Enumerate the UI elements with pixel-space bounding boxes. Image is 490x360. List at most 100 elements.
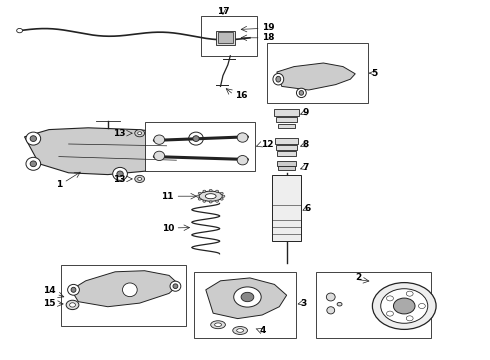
- Ellipse shape: [205, 194, 216, 199]
- Circle shape: [135, 130, 145, 137]
- Ellipse shape: [170, 281, 181, 291]
- Polygon shape: [24, 128, 206, 175]
- Bar: [267, 43, 368, 103]
- Ellipse shape: [26, 132, 41, 145]
- Circle shape: [406, 291, 413, 296]
- Ellipse shape: [215, 323, 221, 327]
- Bar: [274, 109, 299, 116]
- Polygon shape: [71, 271, 179, 307]
- Ellipse shape: [26, 157, 41, 170]
- Text: 3: 3: [300, 299, 306, 307]
- Bar: [201, 16, 257, 56]
- Text: 10: 10: [162, 224, 174, 233]
- Circle shape: [220, 192, 223, 194]
- Bar: [276, 117, 297, 122]
- Bar: [276, 145, 297, 150]
- Circle shape: [418, 303, 425, 309]
- Ellipse shape: [189, 132, 203, 145]
- Circle shape: [138, 177, 142, 180]
- Circle shape: [135, 175, 145, 183]
- Ellipse shape: [113, 167, 127, 180]
- Ellipse shape: [211, 321, 225, 329]
- Polygon shape: [206, 278, 287, 319]
- Ellipse shape: [117, 171, 123, 177]
- Text: 8: 8: [303, 140, 309, 149]
- Ellipse shape: [299, 91, 303, 95]
- Text: 13: 13: [113, 175, 125, 184]
- Text: 1: 1: [56, 180, 62, 189]
- Text: 13: 13: [113, 130, 125, 139]
- Ellipse shape: [68, 284, 79, 295]
- Circle shape: [216, 190, 219, 192]
- Ellipse shape: [154, 135, 165, 144]
- Text: 14: 14: [43, 287, 55, 295]
- Circle shape: [393, 298, 415, 314]
- Text: 2: 2: [355, 274, 361, 282]
- Ellipse shape: [276, 76, 281, 82]
- Circle shape: [70, 303, 75, 307]
- Bar: [61, 265, 186, 326]
- Ellipse shape: [122, 283, 137, 297]
- Circle shape: [216, 200, 219, 202]
- Bar: [278, 124, 295, 128]
- Circle shape: [198, 198, 201, 200]
- Bar: [316, 272, 431, 338]
- Bar: [145, 122, 255, 171]
- Bar: [194, 272, 296, 338]
- Text: 6: 6: [305, 204, 311, 213]
- Ellipse shape: [326, 293, 335, 301]
- Ellipse shape: [327, 307, 335, 314]
- Bar: [278, 166, 295, 170]
- Circle shape: [387, 296, 393, 301]
- Ellipse shape: [199, 191, 222, 201]
- Ellipse shape: [296, 88, 306, 98]
- Bar: [218, 32, 233, 43]
- Circle shape: [66, 300, 79, 310]
- Ellipse shape: [193, 136, 199, 141]
- Circle shape: [203, 190, 206, 192]
- Text: 15: 15: [43, 299, 55, 307]
- Circle shape: [241, 292, 254, 302]
- Circle shape: [234, 287, 261, 307]
- Circle shape: [220, 198, 223, 200]
- Circle shape: [198, 192, 201, 194]
- Ellipse shape: [273, 73, 284, 85]
- Ellipse shape: [154, 151, 165, 161]
- Bar: [277, 151, 296, 156]
- Text: 19: 19: [262, 23, 275, 32]
- Text: 4: 4: [260, 326, 266, 335]
- Ellipse shape: [71, 287, 76, 292]
- Text: 12: 12: [261, 140, 273, 149]
- Ellipse shape: [237, 329, 244, 332]
- Circle shape: [387, 311, 393, 316]
- Polygon shape: [277, 63, 355, 90]
- Ellipse shape: [173, 284, 178, 289]
- Text: 7: 7: [303, 163, 309, 172]
- Bar: [275, 138, 298, 144]
- Ellipse shape: [233, 327, 247, 334]
- Text: 17: 17: [217, 7, 229, 16]
- Circle shape: [372, 283, 436, 329]
- Circle shape: [196, 195, 199, 197]
- Ellipse shape: [237, 156, 248, 165]
- Circle shape: [222, 195, 225, 197]
- Circle shape: [17, 28, 23, 33]
- Ellipse shape: [337, 302, 342, 306]
- Circle shape: [209, 201, 212, 203]
- Bar: [216, 31, 235, 45]
- Text: 18: 18: [262, 33, 275, 42]
- Text: 16: 16: [235, 91, 248, 100]
- Circle shape: [209, 189, 212, 192]
- Text: 9: 9: [303, 108, 309, 117]
- Ellipse shape: [30, 136, 37, 141]
- Circle shape: [381, 289, 428, 323]
- Text: 5: 5: [371, 69, 377, 78]
- Text: 11: 11: [161, 192, 174, 201]
- Ellipse shape: [30, 161, 37, 167]
- Bar: [277, 161, 296, 166]
- Circle shape: [406, 316, 413, 321]
- Circle shape: [138, 132, 142, 135]
- Bar: [272, 175, 301, 241]
- Circle shape: [203, 200, 206, 202]
- Ellipse shape: [237, 133, 248, 142]
